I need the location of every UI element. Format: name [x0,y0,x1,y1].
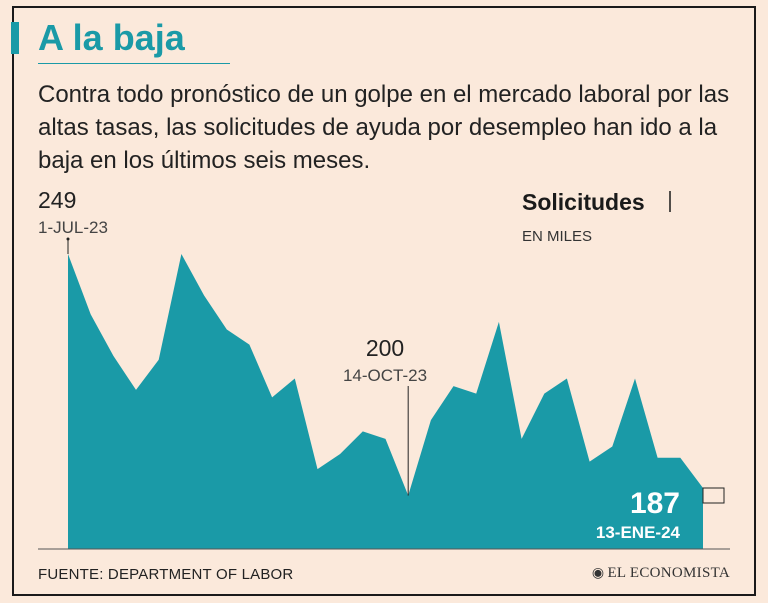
chart-area-series [68,254,703,549]
annotation-layer: 249 1-JUL-23 200 14-OCT-23 187 13-ENE-24 [38,187,725,542]
title-underline [38,63,230,64]
annotation-dot-start [66,237,70,241]
annotation-value-start: 249 [38,187,76,213]
brand-logo: ◉ EL ECONOMISTA [592,565,730,582]
page-subtitle: Contra todo pronóstico de un golpe en el… [38,81,730,174]
annotation-date-start: 1-JUL-23 [38,218,108,237]
page-title: A la baja [38,17,185,58]
brand-icon: ◉ [591,566,605,581]
annotation-value-mid: 200 [366,335,404,361]
brand-name: EL ECONOMISTA [607,565,730,581]
annotation-marker-end [702,487,725,504]
annotation-date-end: 13-ENE-24 [596,523,681,542]
legend-title: Solicitudes [522,189,645,215]
annotation-date-mid: 14-OCT-23 [343,366,427,385]
annotation-value-end: 187 [630,487,680,520]
legend-unit: EN MILES [522,228,592,245]
title-accent-bar [11,22,19,54]
source-note: FUENTE: DEPARTMENT OF LABOR [38,566,294,583]
